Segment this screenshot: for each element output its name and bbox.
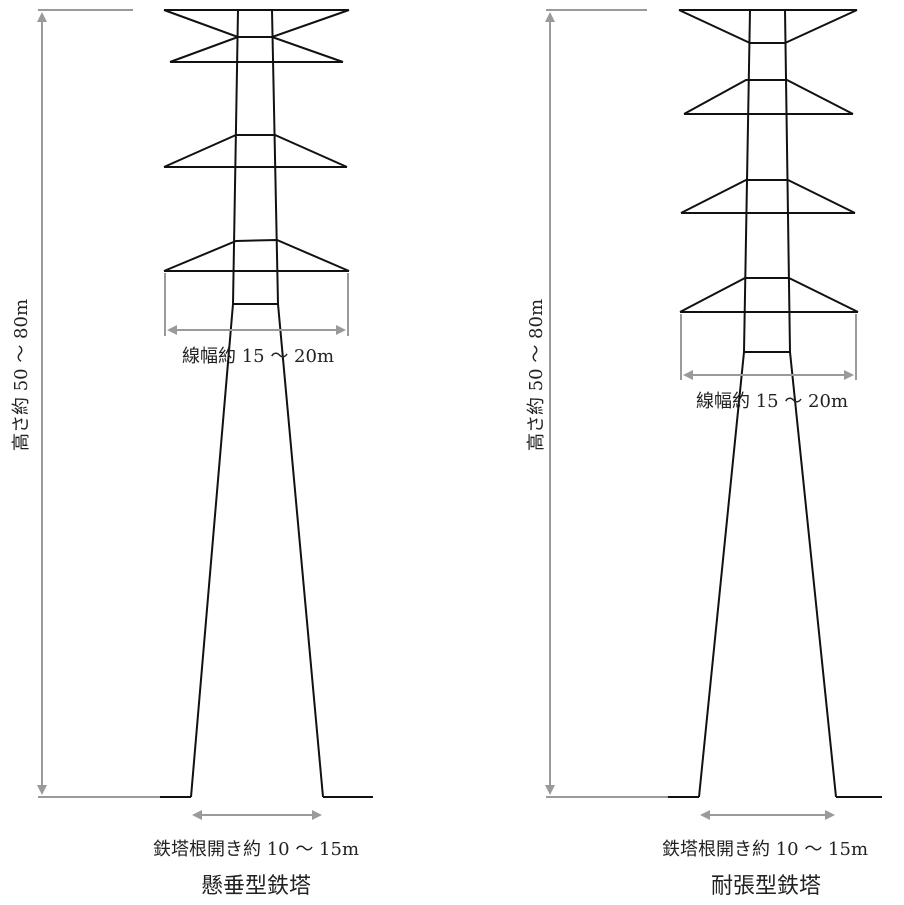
tension-height-label: 高さ約 50 ～ 80m	[526, 299, 547, 451]
tension-tower-second-arm	[683, 79, 854, 115]
suspension-base-dimension	[192, 810, 322, 820]
suspension-tower-right-leg	[271, 9, 324, 798]
tension-height-dimension	[545, 9, 668, 798]
tension-tower-third-arm	[680, 179, 856, 214]
tension-base-dimension	[700, 810, 835, 820]
suspension-tower: 高さ約 50 ～ 80m 線幅約 15 ～ 20m 鉄塔根開き約 10 ～ 15…	[11, 9, 373, 899]
tension-width-dimension	[680, 314, 857, 380]
suspension-tower-caption: 懸垂型鉄塔	[201, 874, 311, 899]
tension-base-label: 鉄塔根開き約 10 ～ 15m	[662, 839, 868, 860]
suspension-width-label: 線幅約 15 ～ 20m	[182, 346, 334, 367]
suspension-tower-middle-arm	[163, 134, 348, 168]
tension-tower-top-arm	[678, 9, 858, 44]
suspension-height-label: 高さ約 50 ～ 80m	[11, 299, 32, 451]
suspension-tower-bottom-arm	[163, 238, 350, 305]
tension-tower-bottom-arm	[679, 277, 859, 353]
tension-width-label: 線幅約 15 ～ 20m	[696, 391, 848, 412]
suspension-tower-top-arm	[163, 9, 350, 63]
suspension-height-dimension	[37, 9, 160, 798]
tension-tower-caption: 耐張型鉄塔	[711, 874, 821, 899]
suspension-base-label: 鉄塔根開き約 10 ～ 15m	[153, 839, 359, 860]
suspension-tower-left-leg	[190, 9, 239, 798]
suspension-width-dimension	[164, 273, 349, 336]
tension-tower: 高さ約 50 ～ 80m 線幅約 15 ～ 20m 鉄塔根開き約 10 ～ 15…	[526, 9, 882, 899]
